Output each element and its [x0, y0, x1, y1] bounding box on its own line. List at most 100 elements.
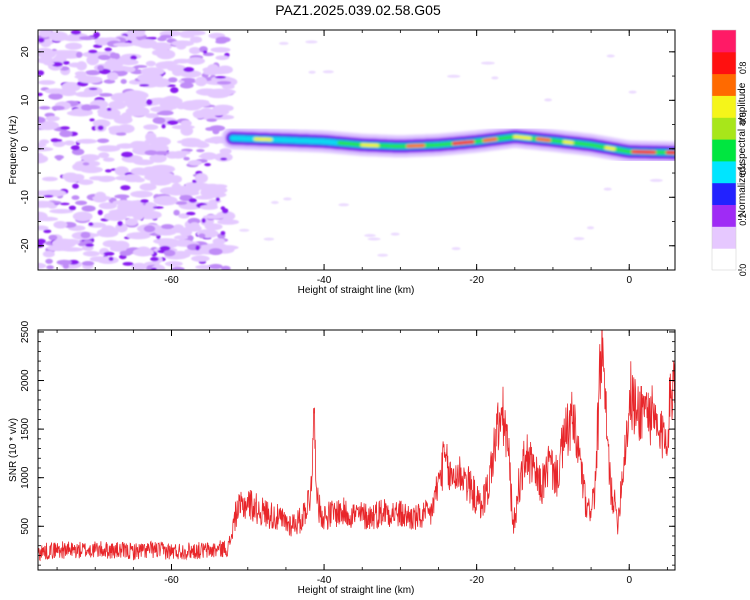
- noise-blob: [149, 36, 157, 40]
- noise-blob: [573, 237, 585, 241]
- x-tick-label: -40: [317, 575, 332, 586]
- noise-blob: [53, 221, 68, 229]
- colorbar-band: [712, 248, 736, 271]
- noise-blob: [38, 142, 47, 148]
- colorbar: 0.0 0.2 0.4 0.6 0.8 Normalized spectral ampl…: [711, 29, 748, 276]
- colorbar-gradient: [711, 29, 737, 271]
- noise-blob: [189, 36, 203, 43]
- noise-blob: [175, 102, 187, 110]
- noise-blob: [51, 50, 76, 56]
- noise-blob: [220, 157, 228, 161]
- noise-blob: [188, 101, 211, 107]
- noise-blob: [70, 30, 81, 35]
- noise-blob: [115, 132, 127, 136]
- noise-blob: [125, 102, 148, 108]
- noise-blob: [97, 145, 121, 152]
- noise-blob: [150, 267, 157, 270]
- noise-blob: [130, 55, 138, 60]
- noise-blob: [149, 153, 167, 163]
- noise-blob: [38, 106, 51, 110]
- noise-blob: [109, 52, 118, 59]
- noise-blob: [42, 176, 58, 182]
- noise-blob: [89, 118, 95, 122]
- noise-blob: [192, 179, 197, 184]
- noise-blob: [45, 115, 60, 122]
- noise-blob: [192, 110, 207, 119]
- noise-blob: [51, 105, 65, 111]
- x-tick-label: -20: [469, 575, 484, 586]
- noise-blob: [204, 163, 211, 167]
- noise-blob: [210, 47, 231, 53]
- noise-blob: [68, 205, 76, 211]
- noise-blob: [108, 256, 114, 261]
- noise-blob: [116, 143, 135, 149]
- noise-blob: [80, 231, 91, 239]
- colorbar-band: [712, 182, 736, 205]
- noise-blob: [63, 61, 70, 65]
- noise-blob: [38, 47, 52, 53]
- noise-blob: [108, 100, 127, 110]
- noise-blob: [144, 138, 168, 145]
- colorbar-tick-label: 0.4: [738, 163, 748, 176]
- noise-blob: [38, 147, 54, 152]
- noise-blob: [115, 175, 132, 181]
- noise-blob: [338, 203, 350, 207]
- noise-blob: [263, 237, 275, 241]
- spectrogram-frame: [37, 29, 676, 271]
- noise-blob: [132, 248, 154, 257]
- noise-blob: [66, 110, 93, 117]
- noise-blob: [68, 62, 83, 68]
- noise-blob: [38, 154, 49, 164]
- noise-blob: [137, 72, 163, 83]
- noise-blob: [81, 261, 95, 266]
- y-tick-label: 10: [20, 94, 31, 106]
- noise-blob: [45, 258, 53, 264]
- colorbar-band: [712, 139, 736, 162]
- noise-blob: [220, 206, 226, 211]
- noise-blob: [54, 139, 63, 142]
- tone-track-hotspot: [562, 140, 574, 145]
- noise-blob: [165, 261, 183, 267]
- noise-blob: [72, 211, 93, 222]
- noise-blob: [131, 262, 147, 270]
- noise-blob: [38, 262, 47, 269]
- tone-track-hotspot: [253, 137, 273, 142]
- noise-blob: [206, 118, 217, 122]
- y-tick-label: 1000: [20, 466, 31, 489]
- y-tick-label: 0: [20, 146, 31, 152]
- snr-series-line: [38, 330, 675, 562]
- noise-blob: [46, 265, 54, 270]
- colorbar-band: [712, 73, 736, 96]
- noise-blob: [38, 225, 49, 231]
- noise-blob: [205, 108, 230, 116]
- y-tick-label: 2000: [20, 369, 31, 392]
- noise-blob: [203, 50, 208, 54]
- noise-blob: [38, 92, 43, 97]
- noise-blob: [93, 197, 107, 203]
- noise-blob: [153, 151, 170, 155]
- spectrogram-axes: -60 -40 -20 0 -20 -10 0 10 20: [20, 30, 675, 286]
- noise-blob: [175, 201, 188, 205]
- noise-blob: [60, 126, 70, 130]
- noise-blob: [38, 200, 55, 208]
- y-tick-label: 1500: [20, 418, 31, 441]
- noise-blob: [154, 228, 177, 236]
- noise-blob: [195, 173, 208, 184]
- noise-blob: [137, 39, 158, 49]
- noise-blob: [42, 250, 55, 258]
- noise-blob: [145, 113, 159, 119]
- noise-blob: [150, 178, 172, 186]
- noise-blob: [451, 247, 461, 251]
- noise-blob: [38, 30, 52, 38]
- noise-blob: [271, 201, 279, 204]
- noise-blob: [120, 79, 127, 84]
- noise-blob: [186, 57, 206, 65]
- y-tick-label: 2500: [20, 320, 31, 343]
- y-tick-label: 500: [20, 517, 31, 534]
- tone-track-hotspot: [360, 143, 380, 148]
- noise-blob: [38, 238, 46, 244]
- noise-blob: [48, 93, 63, 100]
- noise-blob: [56, 259, 72, 265]
- noise-blob: [52, 140, 66, 148]
- noise-blob: [60, 202, 70, 206]
